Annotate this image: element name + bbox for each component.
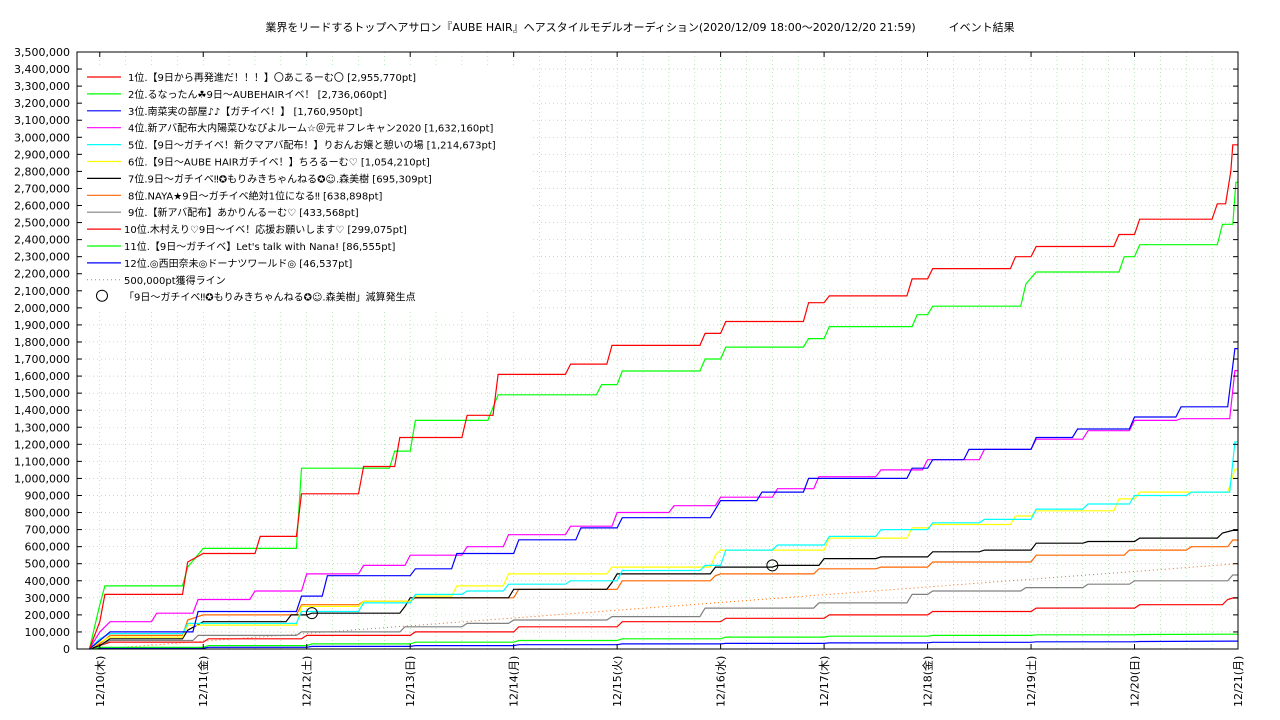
plot-frame [76, 51, 1239, 650]
legend-label: 5位.【9日〜ガチイベ！新クマアバ配布！】りおんお嬢と憩いの場 [1,214,6… [128, 139, 496, 152]
y-tick-label: 2,500,000 [14, 217, 70, 230]
series-line-6 [89, 468, 1238, 650]
y-tick-label: 3,100,000 [14, 114, 70, 127]
series-line-3 [89, 348, 1238, 650]
marker-layer [305, 559, 779, 620]
y-tick-label: 200,000 [25, 609, 71, 622]
series-line-8 [89, 539, 1238, 650]
legend-label: 12位.◎西田奈未◎ドーナツワールド◎ [46,537pt] [124, 257, 352, 270]
y-tick-label: 800,000 [25, 507, 71, 520]
y-tick-label: 1,800,000 [14, 336, 70, 349]
y-tick-label: 2,600,000 [14, 200, 70, 213]
y-tick-label: 2,900,000 [14, 148, 70, 161]
series-line-11 [89, 633, 1238, 650]
series-line-5 [88, 441, 1238, 650]
decrease-marker [305, 607, 318, 620]
chart-title: 業界をリードするトップヘアサロン『AUBE HAIR』ヘアスタイルモデルオーディ… [265, 21, 1015, 34]
y-tick-label: 300,000 [25, 592, 71, 605]
y-tick-label: 500,000 [25, 558, 71, 571]
y-tick-label: 1,500,000 [14, 387, 70, 400]
y-tick-label: 1,700,000 [14, 353, 70, 366]
series-line-10 [89, 597, 1238, 650]
legend-box [82, 66, 530, 310]
y-tick-label: 2,200,000 [14, 268, 70, 281]
y-tick-label: 1,200,000 [14, 438, 70, 451]
y-tick-label: 3,000,000 [14, 131, 70, 144]
x-tick-label: 12/16(水) [715, 656, 728, 707]
legend-label-marker: 「9日〜ガチイベ‼✪もりみきちゃんねる✪☺.森美樹」減算発生点 [124, 291, 416, 304]
y-tick-label: 600,000 [25, 541, 71, 554]
decrease-marker [766, 559, 779, 572]
x-tick-label: 12/10(木) [94, 656, 107, 707]
series-line-9 [89, 574, 1238, 650]
x-tick-label: 12/14(月) [508, 656, 521, 707]
series-line-12 [89, 640, 1238, 650]
y-tick-label: 3,300,000 [14, 80, 70, 93]
y-tick-label: 2,000,000 [14, 302, 70, 315]
y-tick-label: 2,300,000 [14, 251, 70, 264]
series-line-4 [88, 370, 1238, 650]
legend-label: 4位.新アバ配布大内陽菜ひなぴよルーム☆＠元＃フレキャン2020 [1,632,… [128, 122, 493, 135]
legend: 1位.【9日から再発進だ！！！】〇あこるーむ〇 [2,955,770pt] 2位.… [82, 66, 530, 310]
y-tick-label: 2,100,000 [14, 285, 70, 298]
y-axis: 0 100,000 200,000 300,000 400,000 500,000 600,… [14, 46, 1238, 656]
y-tick-label: 700,000 [25, 524, 71, 537]
legend-label-reference: 500,000pt獲得ライン [124, 274, 226, 287]
legend-marker-swatch [96, 289, 108, 302]
series-layer [88, 144, 1238, 650]
y-tick-label: 1,300,000 [14, 421, 70, 434]
x-tick-label: 12/19(土) [1025, 656, 1038, 707]
y-tick-label: 400,000 [25, 575, 71, 588]
y-tick-label: 1,000,000 [14, 472, 70, 485]
y-tick-label: 1,600,000 [14, 370, 70, 383]
y-tick-label: 1,100,000 [14, 455, 70, 468]
legend-label: 8位.NAYA★9日〜ガチイベ絶対1位になる‼ [638,898pt] [128, 189, 383, 202]
y-tick-label: 2,700,000 [14, 182, 70, 195]
series-line-7 [89, 529, 1238, 650]
y-tick-label: 1,900,000 [14, 319, 70, 332]
legend-label: 9位.【新アバ配布】あかりんるーむ♡ [433,568pt] [128, 206, 359, 219]
legend-label: 10位.木村えり♡9日〜イベ！応援お願いします♡ [299,075pt] [124, 223, 407, 236]
y-tick-label: 3,400,000 [14, 63, 70, 76]
x-tick-label: 12/13(日) [404, 656, 417, 707]
series-line-2 [88, 181, 1238, 650]
y-tick-label: 900,000 [25, 489, 71, 502]
y-tick-label: 100,000 [25, 626, 71, 639]
x-tick-label: 12/11(金) [196, 656, 210, 707]
legend-label: 11位.【9日〜ガチイベ】Let's talk with Nana! [86,5… [124, 240, 395, 253]
y-tick-label: 3,200,000 [14, 97, 70, 110]
y-tick-label: 2,400,000 [14, 234, 70, 247]
legend-label: 1位.【9日から再発進だ！！！】〇あこるーむ〇 [2,955,770pt] [128, 71, 416, 84]
x-tick-label: 12/15(火) [611, 656, 624, 707]
y-tick-label: 1,400,000 [14, 404, 70, 417]
series-line-1 [88, 144, 1238, 650]
legend-label: 6位.【9日〜AUBE HAIRガチイベ！】ちろるーむ♡ [1,054,210p… [128, 156, 430, 169]
y-tick-label: 2,800,000 [14, 165, 70, 178]
x-tick-label: 12/18(金) [921, 656, 935, 707]
y-tick-label: 0 [63, 643, 70, 656]
y-tick-label: 3,500,000 [14, 46, 70, 59]
x-tick-label: 12/20(日) [1129, 656, 1142, 707]
x-tick-label: 12/12(土) [301, 656, 314, 707]
x-axis: 12/10(木) 12/11(金) 12/12(土) 12/13(日) 12/14(月)… [94, 52, 1245, 707]
x-tick-label: 12/21(月) [1232, 656, 1245, 707]
legend-label: 2位.るなったん☘9日〜AUBEHAIRイベ！ [2,736,060pt] [128, 88, 387, 101]
legend-label: 7位.9日〜ガチイベ‼✪もりみきちゃんねる✪☺.森美樹 [695,309pt] [128, 172, 432, 185]
legend-label: 3位.南菜実の部屋♪♪【ガチイベ！】 [1,760,950pt] [128, 105, 363, 118]
x-tick-label: 12/17(木) [818, 656, 831, 707]
